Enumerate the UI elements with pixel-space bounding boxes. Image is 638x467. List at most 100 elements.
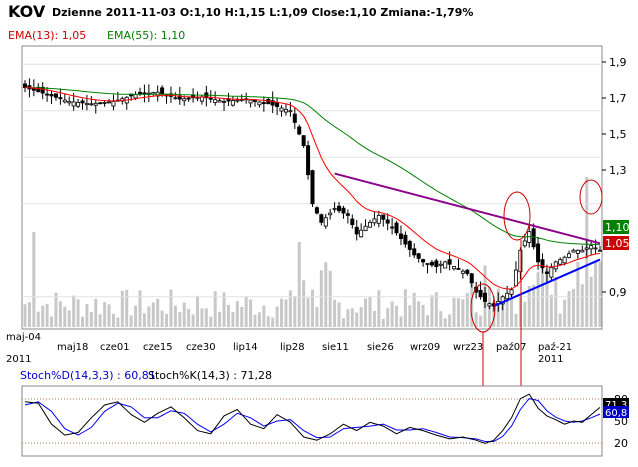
- volume-bar: [532, 284, 536, 327]
- candle-body: [160, 87, 165, 94]
- volume-bar: [549, 294, 553, 327]
- date-label-paz-21: paź-21: [538, 341, 572, 353]
- volume-bar: [580, 284, 584, 327]
- candle-body: [328, 212, 333, 216]
- date-axis: maj-04 maj18 cze01 cze15 cze30 lip14 lip…: [6, 332, 572, 365]
- candle-body: [531, 228, 536, 248]
- volume-bar: [377, 290, 381, 327]
- volume-bar: [98, 314, 102, 327]
- volume-bar: [461, 299, 465, 327]
- volume-bar: [443, 318, 447, 327]
- volume-bar: [209, 316, 213, 327]
- volume-bar: [111, 313, 115, 327]
- volume-bar: [72, 295, 76, 327]
- price-tick-1-5: 1,5: [609, 128, 627, 141]
- volume-bar: [244, 296, 248, 327]
- candle-body: [261, 102, 266, 104]
- volume-bar: [231, 311, 235, 327]
- candle-body: [522, 240, 527, 247]
- candle-body: [49, 94, 54, 97]
- volume-bar: [160, 310, 164, 327]
- candle-body: [279, 107, 284, 112]
- candle-body: [350, 218, 355, 226]
- volume-bar: [523, 301, 527, 327]
- volume-bar: [395, 305, 399, 327]
- volume-bar: [302, 280, 306, 327]
- volume-bar: [36, 311, 40, 327]
- candle-body: [208, 97, 213, 100]
- candle-body: [301, 135, 306, 147]
- candle-body: [270, 100, 275, 106]
- candle-body: [425, 263, 430, 265]
- candle-body: [84, 102, 89, 106]
- candle-body: [544, 271, 549, 274]
- volume-bar: [403, 289, 407, 327]
- ema13-legend: EMA(13): 1,05: [8, 29, 86, 42]
- candle-body: [133, 94, 138, 99]
- stoch-d-badge: [603, 406, 629, 418]
- candle-body: [137, 91, 142, 95]
- volume-bar: [598, 261, 602, 327]
- candle-body: [593, 247, 598, 250]
- date-label-cze15: cze15: [143, 342, 173, 353]
- stoch-d-line: [24, 398, 601, 442]
- stoch-tick-20: 20: [614, 437, 628, 450]
- ema13-line: [24, 87, 601, 290]
- candle-body: [403, 234, 408, 245]
- candle-body: [297, 126, 302, 135]
- volume-bar: [333, 299, 337, 327]
- volume-bar: [275, 306, 279, 327]
- candle-body: [549, 267, 554, 278]
- ema13-badge: [603, 236, 629, 250]
- stoch-panel-frame: [21, 385, 603, 457]
- volume-bar: [563, 299, 567, 327]
- volume-bar: [134, 305, 138, 327]
- candle-body: [337, 205, 342, 212]
- volume-bar: [120, 290, 124, 327]
- volume-bar: [364, 298, 368, 327]
- date-label-sie11: sie11: [322, 342, 349, 353]
- candle-body: [456, 268, 461, 270]
- last-price-badge-label: 1,10: [605, 221, 630, 234]
- volume-bar: [492, 301, 496, 327]
- candle-body: [509, 289, 514, 295]
- volume-bar: [412, 292, 416, 327]
- candle-body: [354, 226, 359, 235]
- candle-body: [434, 260, 439, 267]
- volume-bar: [518, 296, 522, 327]
- stoch-k-line: [24, 393, 601, 444]
- candle-body: [31, 88, 36, 91]
- ema13-badge-label: 1,05: [605, 237, 630, 250]
- volume-bar: [85, 304, 89, 327]
- volume-bar: [89, 311, 93, 327]
- candle-body: [93, 102, 98, 106]
- volume-bar: [222, 292, 226, 327]
- volume-bar: [129, 315, 133, 327]
- annotation-ellipse-last: [579, 179, 603, 215]
- volume-bar: [249, 299, 253, 327]
- candle-body: [553, 261, 558, 270]
- volume-bar: [527, 285, 531, 327]
- volume-bar: [271, 317, 275, 327]
- candle-body: [429, 261, 434, 266]
- candle-body: [394, 222, 399, 234]
- volume-bar: [408, 305, 412, 327]
- volume-bar: [94, 298, 98, 327]
- date-label-wrz23: wrz23: [453, 342, 483, 353]
- candle-body: [571, 249, 576, 253]
- candle-body: [266, 98, 271, 105]
- volume-bar: [165, 313, 169, 327]
- candle-body: [447, 259, 452, 265]
- candle-body: [217, 100, 222, 103]
- volume-bar: [576, 262, 580, 327]
- volume-bar: [187, 309, 191, 327]
- volume-bar: [103, 302, 107, 327]
- price-tick-1-3: 1,3: [609, 164, 627, 177]
- quote-info: Dzienne 2011-11-03 O:1,10 H:1,15 L:1,09 …: [52, 6, 473, 19]
- candle-body: [151, 92, 156, 95]
- volume-bar: [204, 308, 208, 327]
- volume-bar: [390, 301, 394, 327]
- volume-bar: [116, 317, 120, 327]
- volume-bar: [426, 315, 429, 327]
- candle-body: [345, 213, 350, 216]
